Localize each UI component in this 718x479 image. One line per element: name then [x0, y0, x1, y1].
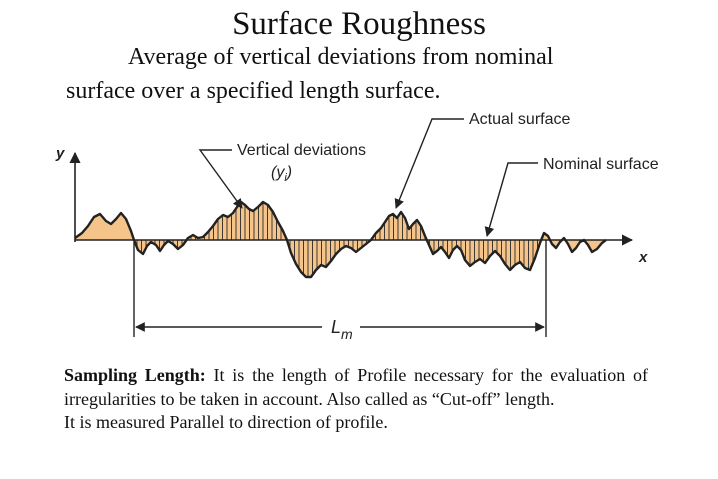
vertical-deviations-label: Vertical deviations — [237, 142, 366, 159]
x-axis-label: x — [638, 249, 648, 266]
nominal-surface-label: Nominal surface — [543, 156, 659, 173]
y-axis-label: y — [55, 145, 65, 162]
page-title: Surface Roughness — [232, 6, 486, 42]
actual-surface-label: Actual surface — [469, 111, 570, 128]
measurement-direction-note: It is measured Parallel to direction of … — [64, 412, 388, 432]
nominal-surface-leader — [484, 162, 538, 237]
subtitle-line-2: surface over a specified length surface. — [66, 78, 441, 104]
yi-label: (yi) — [271, 164, 292, 184]
sampling-length-label: Lm — [331, 317, 353, 342]
actual-surface-leader — [394, 118, 464, 209]
sampling-length-term: Sampling Length: — [64, 365, 206, 385]
sampling-length-description: Sampling Length: It is the length of Pro… — [64, 364, 648, 435]
actual-surface-profile — [74, 200, 607, 279]
vertical-deviations-leader — [198, 149, 243, 209]
deviation-area — [75, 202, 606, 277]
sampling-length-definition: It is the length of Profile necessary fo… — [64, 365, 648, 409]
subtitle-line-1: Average of vertical deviations from nomi… — [128, 44, 554, 70]
